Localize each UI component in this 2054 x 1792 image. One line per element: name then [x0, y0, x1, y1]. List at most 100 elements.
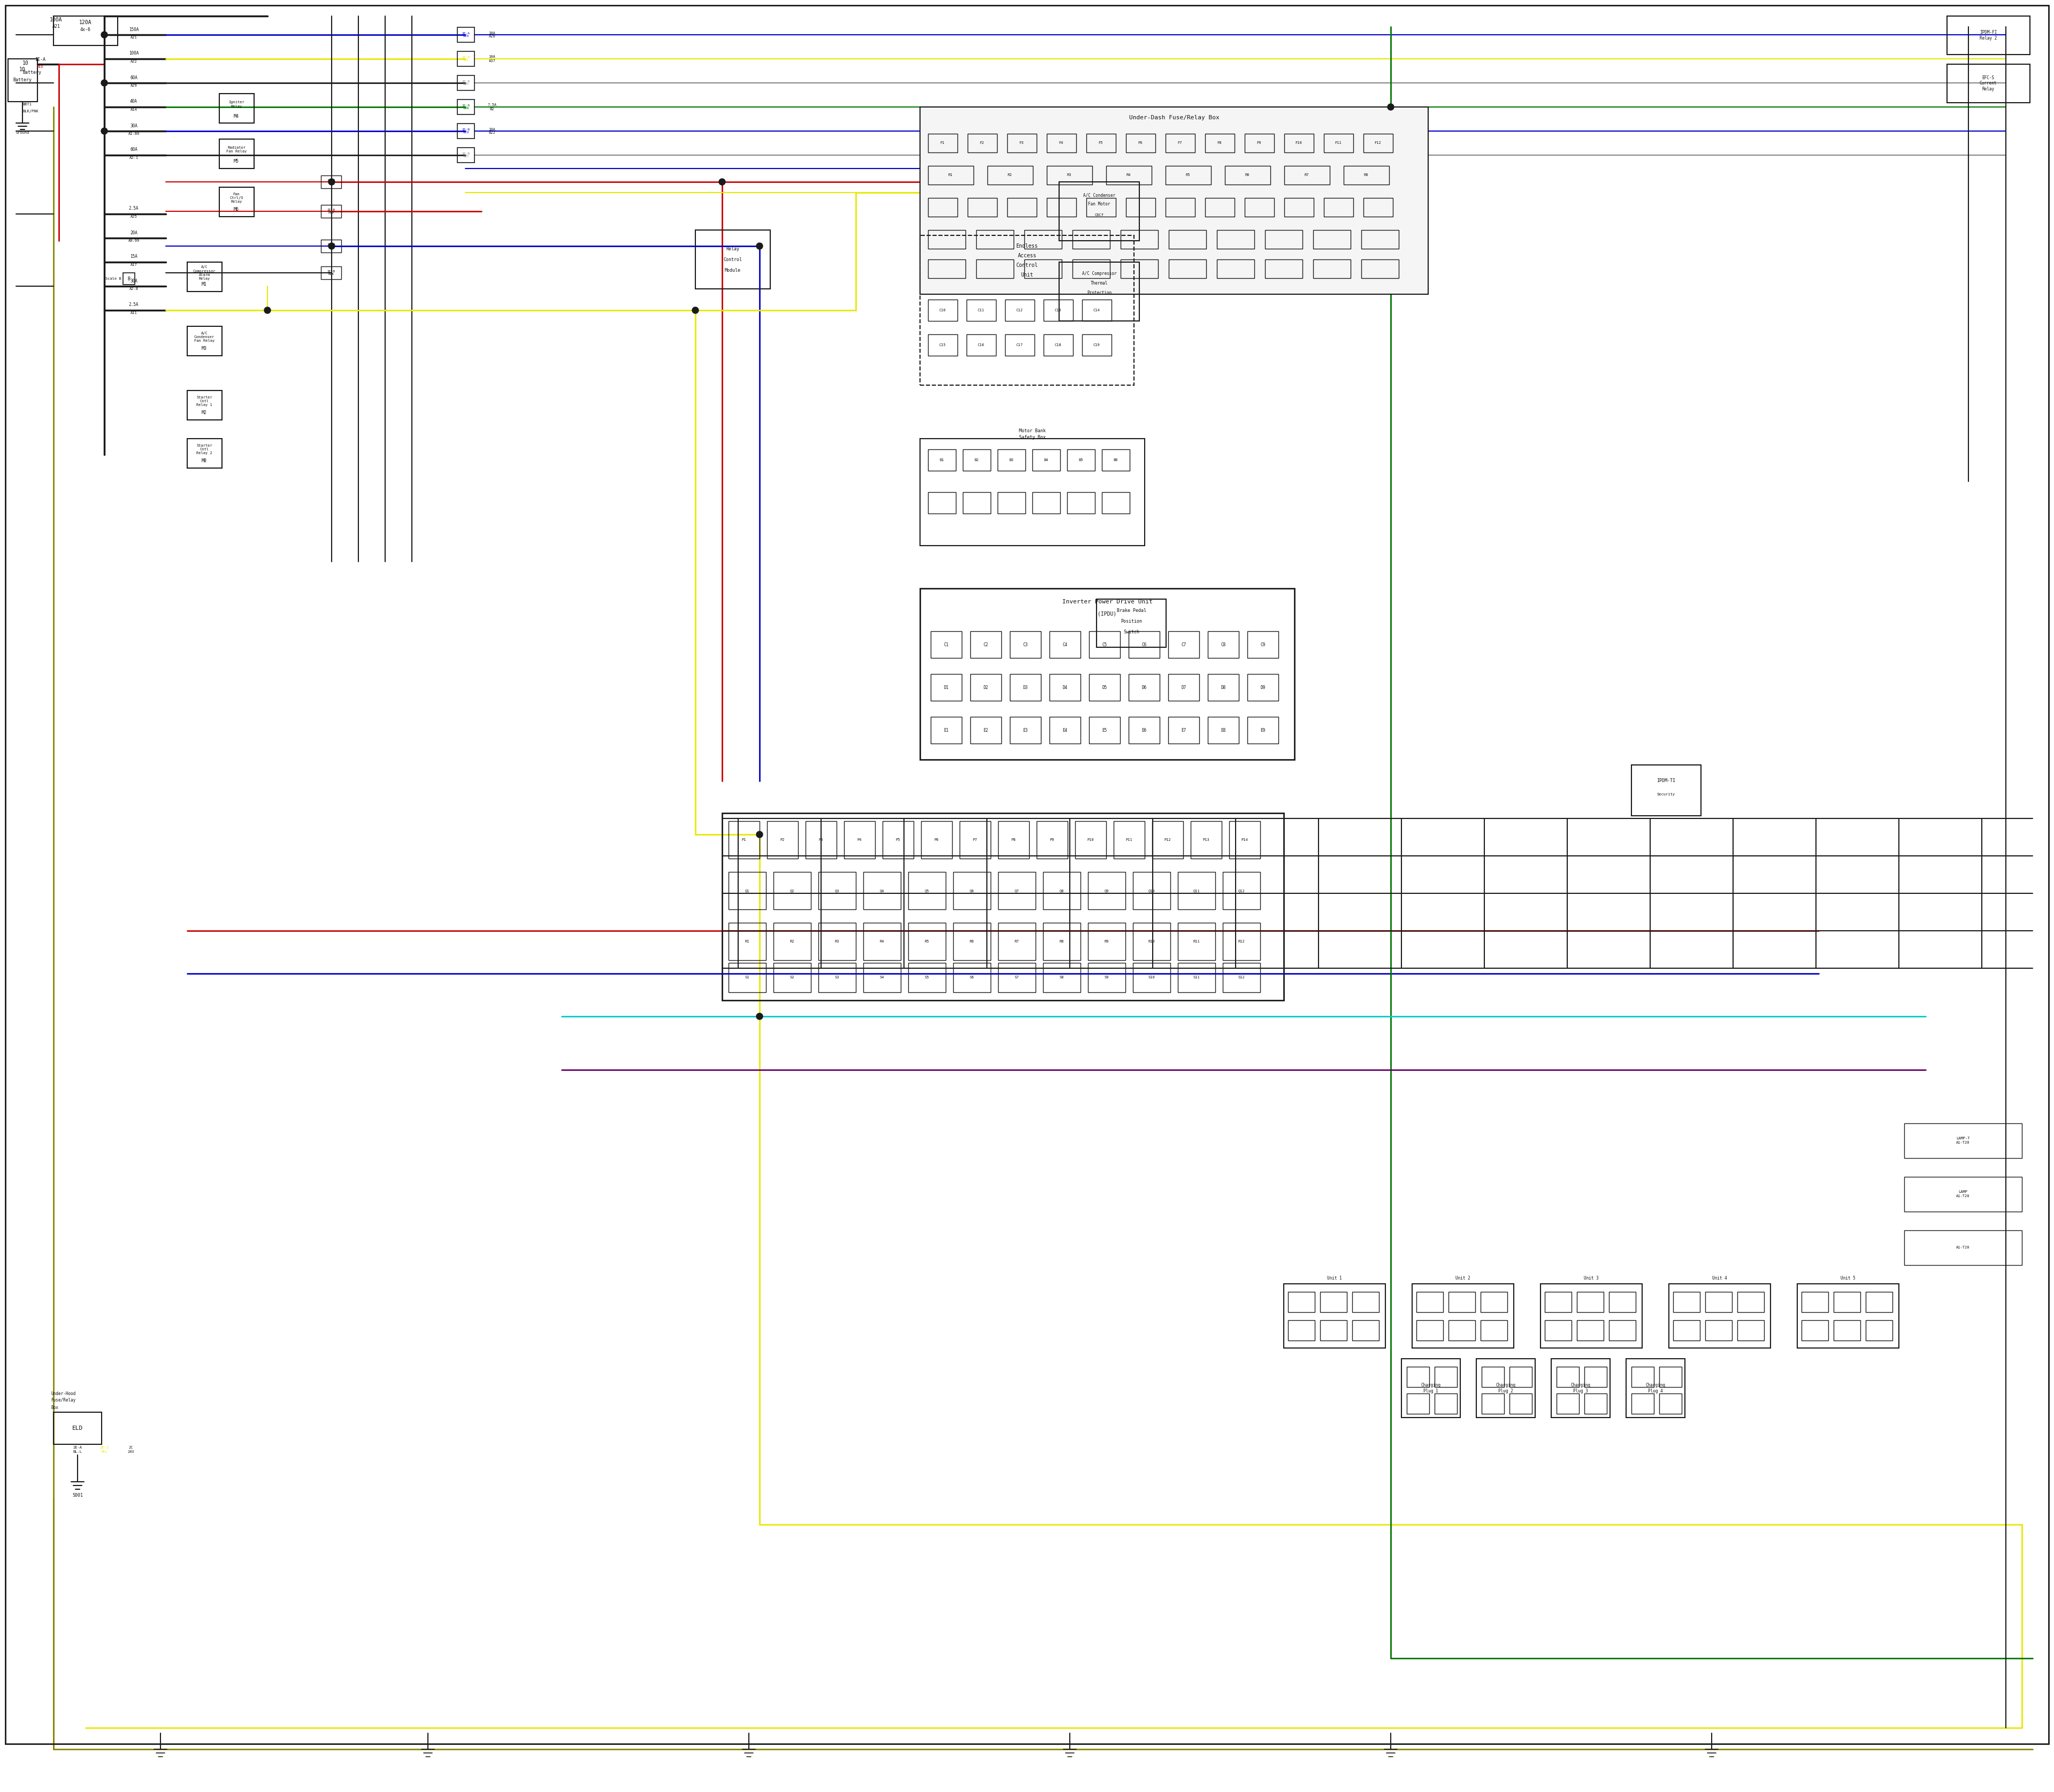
Bar: [998, 873, 1035, 909]
Bar: [1417, 1292, 1444, 1312]
Text: 2E-A
BL-L: 2E-A BL-L: [74, 1446, 82, 1453]
Text: A14: A14: [129, 108, 138, 111]
Bar: [1284, 134, 1315, 152]
Text: C2: C2: [984, 642, 988, 647]
Bar: [1540, 1283, 1641, 1348]
Bar: [1738, 1292, 1764, 1312]
Text: R7: R7: [1304, 174, 1308, 177]
Bar: [220, 93, 255, 124]
Text: Radiator
Fan Relay: Radiator Fan Relay: [226, 147, 246, 154]
Bar: [1247, 674, 1278, 701]
Bar: [1284, 167, 1329, 185]
Bar: [729, 923, 766, 961]
Text: D7: D7: [1181, 685, 1187, 690]
Bar: [1313, 229, 1352, 249]
Bar: [1048, 134, 1076, 152]
Text: C10: C10: [939, 308, 947, 312]
Bar: [1113, 821, 1144, 858]
Bar: [1033, 450, 1060, 471]
Text: F8: F8: [1218, 142, 1222, 145]
Text: C14: C14: [1093, 308, 1101, 312]
Text: Scale B: Scale B: [105, 278, 121, 280]
Text: A22: A22: [129, 59, 138, 63]
Text: Igniter
Relay: Igniter Relay: [228, 100, 244, 108]
Bar: [1206, 134, 1234, 152]
Bar: [1011, 674, 1041, 701]
Bar: [1265, 260, 1302, 278]
Text: BRT1: BRT1: [23, 102, 31, 106]
Text: Q3: Q3: [834, 889, 840, 892]
Bar: [1668, 1283, 1771, 1348]
Text: R2: R2: [791, 939, 795, 943]
Text: Q2: Q2: [791, 889, 795, 892]
Text: D8: D8: [1220, 685, 1226, 690]
Bar: [930, 631, 961, 658]
Bar: [1037, 821, 1068, 858]
Text: C15: C15: [939, 344, 947, 346]
Bar: [928, 197, 957, 217]
Text: Inverter Power Drive Unit: Inverter Power Drive Unit: [1062, 599, 1152, 604]
Bar: [1089, 631, 1119, 658]
Text: C0Cf: C0Cf: [1095, 213, 1103, 217]
Circle shape: [265, 306, 271, 314]
Bar: [908, 873, 945, 909]
Bar: [908, 962, 945, 993]
Bar: [1082, 335, 1111, 357]
Bar: [969, 674, 1002, 701]
Text: D6: D6: [1142, 685, 1146, 690]
Text: Box: Box: [51, 1405, 58, 1410]
Text: Ground: Ground: [16, 131, 29, 134]
Bar: [1577, 1292, 1604, 1312]
Bar: [1050, 717, 1080, 744]
Bar: [1705, 1321, 1732, 1340]
Text: B3: B3: [1009, 459, 1015, 462]
Text: D2: D2: [984, 685, 988, 690]
Text: IE-B
RED: IE-B RED: [327, 179, 335, 185]
Text: RED: RED: [37, 65, 43, 68]
Circle shape: [101, 79, 107, 86]
Text: Fuse/Relay: Fuse/Relay: [51, 1398, 76, 1403]
Bar: [998, 962, 1035, 993]
Bar: [998, 821, 1029, 858]
Bar: [1413, 1283, 1514, 1348]
Text: Q10: Q10: [1148, 889, 1154, 892]
Text: IE-B
RED: IE-B RED: [327, 208, 335, 215]
Bar: [1134, 923, 1171, 961]
Text: A/C
Compressor
Alarm
Relay: A/C Compressor Alarm Relay: [193, 265, 216, 280]
Bar: [1407, 1394, 1430, 1414]
Bar: [1481, 1321, 1508, 1340]
Text: Control: Control: [1017, 263, 1037, 269]
Bar: [908, 923, 945, 961]
Bar: [220, 140, 255, 168]
Bar: [930, 674, 961, 701]
Bar: [1545, 1292, 1571, 1312]
Text: S8: S8: [1060, 975, 1064, 978]
Text: B4: B4: [1043, 459, 1048, 462]
Text: B: B: [127, 276, 129, 281]
Bar: [1048, 167, 1093, 185]
Bar: [1510, 1394, 1532, 1414]
Bar: [1050, 674, 1080, 701]
Bar: [220, 186, 255, 217]
Bar: [1222, 873, 1261, 909]
Bar: [1904, 1231, 2021, 1265]
Bar: [1025, 229, 1062, 249]
Text: Access: Access: [1017, 253, 1037, 258]
Circle shape: [1389, 104, 1395, 109]
Text: 7.5A
B2: 7.5A B2: [487, 104, 497, 111]
Text: A2-8: A2-8: [129, 287, 138, 290]
Text: Charging
Plug 3: Charging Plug 3: [1571, 1383, 1590, 1394]
Text: C19: C19: [1093, 344, 1101, 346]
Text: Q7: Q7: [1015, 889, 1019, 892]
Bar: [1043, 962, 1080, 993]
Text: A/C
Condenser
Fan Relay: A/C Condenser Fan Relay: [193, 332, 214, 342]
Text: 10: 10: [23, 61, 29, 66]
Text: R1: R1: [746, 939, 750, 943]
Text: A1-T20: A1-T20: [1955, 1245, 1970, 1249]
Circle shape: [756, 244, 762, 249]
Text: S9: S9: [1105, 975, 1109, 978]
Text: Brake Pedal: Brake Pedal: [1117, 609, 1146, 613]
Text: IPDM-FI
Relay 2: IPDM-FI Relay 2: [1980, 30, 1996, 41]
Bar: [998, 450, 1025, 471]
Bar: [1089, 717, 1119, 744]
